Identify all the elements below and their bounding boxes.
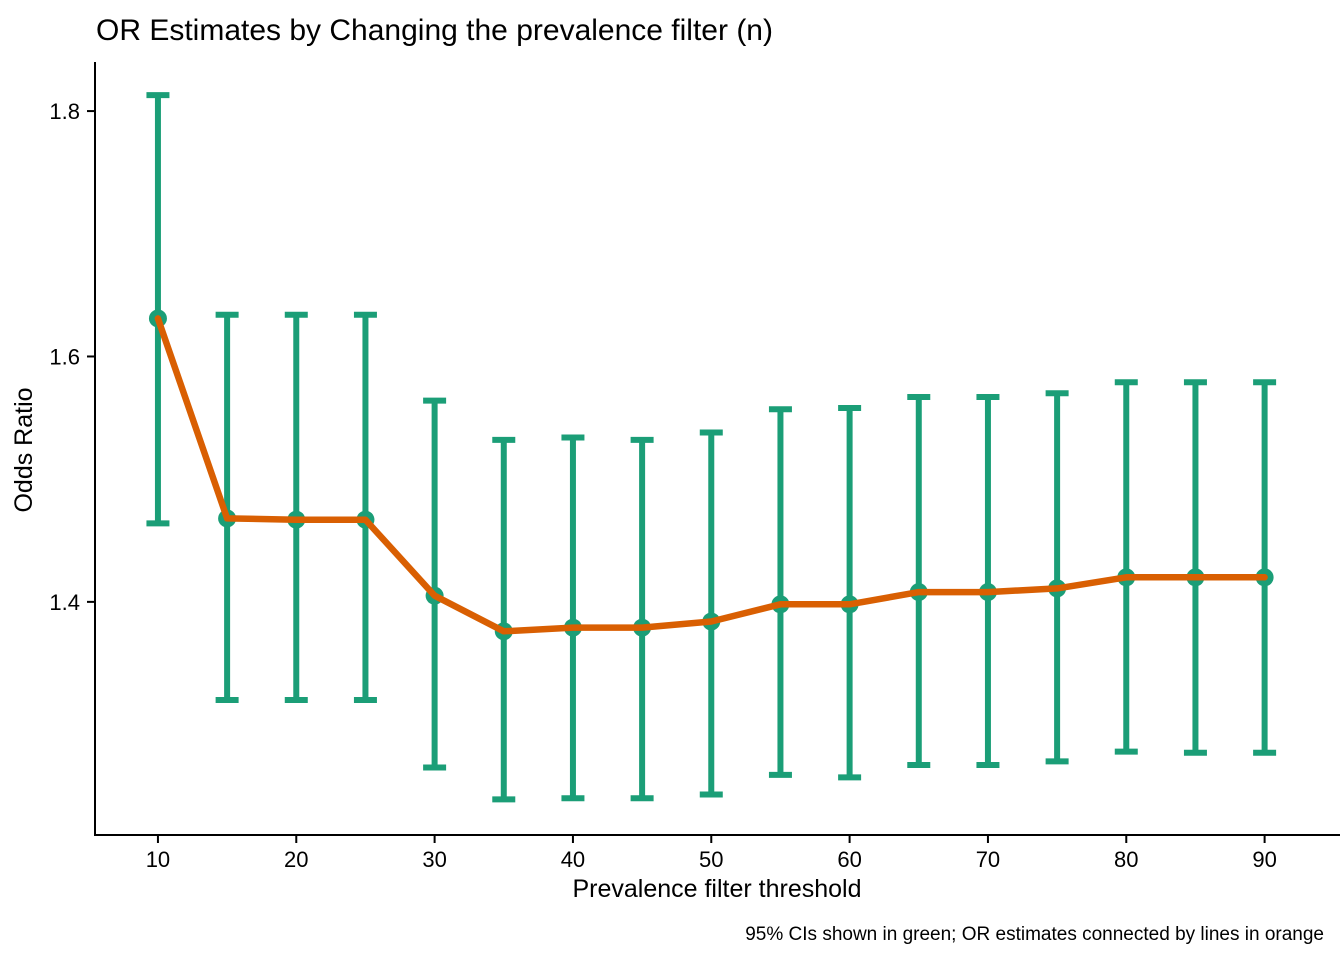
y-tick-label: 1.4: [49, 590, 80, 615]
x-tick-label: 90: [1252, 847, 1276, 872]
x-tick-label: 40: [561, 847, 585, 872]
y-tick-label: 1.6: [49, 344, 80, 369]
x-tick-label: 20: [284, 847, 308, 872]
y-tick-label: 1.8: [49, 99, 80, 124]
x-tick-label: 10: [146, 847, 170, 872]
chart-caption: 95% CIs shown in green; OR estimates con…: [745, 924, 1324, 945]
or-line: [154, 315, 1268, 635]
y-axis-ticks: 1.4 1.6 1.8: [49, 99, 95, 615]
x-tick-label: 70: [976, 847, 1000, 872]
x-tick-label: 60: [837, 847, 861, 872]
x-axis-title: Prevalence filter threshold: [572, 875, 861, 903]
x-tick-label: 80: [1114, 847, 1138, 872]
x-axis-ticks: 10 20 30 40 50 60 70 80 90: [146, 835, 1277, 872]
chart-title: OR Estimates by Changing the prevalence …: [96, 14, 773, 47]
ci-error-bars: [146, 92, 1277, 803]
y-axis-title: Odds Ratio: [10, 387, 38, 512]
x-tick-label: 50: [699, 847, 723, 872]
x-tick-label: 30: [422, 847, 446, 872]
